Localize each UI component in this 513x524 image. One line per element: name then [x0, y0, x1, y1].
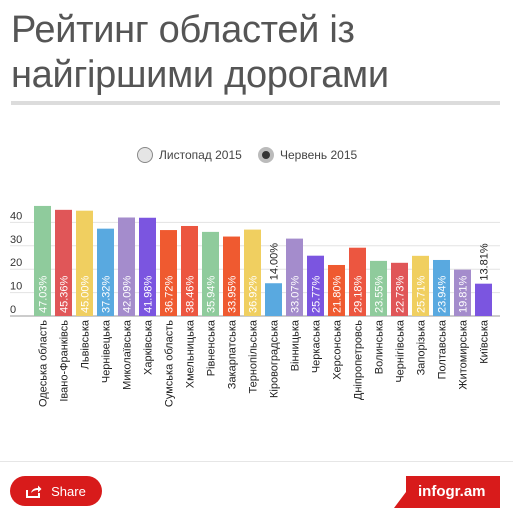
- x-tick-label: Чернігівська: [395, 319, 407, 383]
- x-tick-label: Дніпропетровсь: [353, 320, 365, 400]
- bar[interactable]: [34, 205, 51, 316]
- legend-label: Листопад 2015: [159, 148, 242, 162]
- x-tick-label: Волинська: [374, 319, 386, 374]
- bar-value-label: 13.81%: [479, 243, 491, 281]
- x-tick-label: Вінницька: [290, 319, 302, 371]
- bar-value-label: 41.98%: [143, 275, 155, 313]
- legend-swatch: [137, 147, 153, 163]
- bar-value-label: 38.46%: [185, 275, 197, 313]
- x-tick-label: Львівська: [80, 319, 92, 369]
- brand-label[interactable]: infogr.am: [418, 483, 486, 500]
- bar-value-label: 47.03%: [38, 275, 50, 313]
- bar[interactable]: [139, 217, 156, 316]
- x-tick-label: Полтавська: [437, 319, 449, 379]
- x-tick-label: Рівненська: [206, 319, 218, 376]
- bar-value-label: 14.00%: [269, 243, 281, 281]
- x-tick-label: Херсонська: [332, 319, 344, 380]
- legend-item[interactable]: Листопад 2015: [137, 144, 242, 166]
- bar-value-label: 37.32%: [101, 275, 113, 313]
- x-tick-label: Житомирська: [458, 319, 470, 389]
- legend-item[interactable]: Червень 2015: [258, 144, 357, 166]
- y-tick-label: 0: [10, 304, 16, 316]
- share-button[interactable]: Share: [10, 476, 102, 506]
- bar[interactable]: [223, 236, 240, 316]
- x-tick-label: Івано-Франківсь: [59, 320, 71, 402]
- y-tick-label: 20: [10, 257, 22, 269]
- x-tick-label: Чернівецька: [101, 319, 113, 383]
- bar-value-label: 45.36%: [59, 275, 71, 313]
- x-tick-label: Черкаська: [311, 319, 323, 373]
- bar[interactable]: [454, 269, 471, 316]
- bar-value-label: 25.77%: [311, 275, 323, 313]
- bar-value-label: 36.92%: [248, 275, 260, 313]
- bar-value-label: 19.81%: [458, 275, 470, 313]
- x-tick-label: Сумська область: [164, 320, 176, 407]
- infogram-logo[interactable]: [394, 476, 500, 508]
- bar-value-label: 45.00%: [80, 275, 92, 313]
- share-label: Share: [51, 483, 86, 499]
- share-icon: [26, 485, 42, 498]
- x-tick-label: Харківська: [143, 319, 155, 375]
- bar-value-label: 33.95%: [227, 275, 239, 313]
- y-tick-label: 40: [10, 210, 22, 222]
- bar-value-label: 35.94%: [206, 275, 218, 313]
- chart-title: Рейтинг областей із найгіршими дорогами: [11, 9, 389, 96]
- bar[interactable]: [475, 283, 492, 316]
- bar-value-label: 23.55%: [374, 275, 386, 313]
- y-tick-label: 30: [10, 234, 22, 246]
- bar-value-label: 21.80%: [332, 275, 344, 313]
- x-tick-label: Запорізька: [416, 319, 428, 375]
- bar-value-label: 29.18%: [353, 275, 365, 313]
- bar-value-label: 25.71%: [416, 275, 428, 313]
- bar[interactable]: [76, 210, 93, 316]
- x-tick-label: Кіровоградська: [269, 319, 281, 398]
- x-tick-label: Миколаївська: [122, 319, 134, 390]
- bar-value-label: 22.73%: [395, 275, 407, 313]
- x-tick-label: Одеська область: [38, 320, 50, 407]
- bar-chart: 0 10 20 30 40 47.03% Одеська область 45.36% Іван…: [10, 205, 500, 407]
- title-divider: [11, 101, 500, 105]
- bar[interactable]: [391, 262, 408, 316]
- bar[interactable]: [328, 264, 345, 316]
- bar-value-label: 36.72%: [164, 275, 176, 313]
- bar[interactable]: [307, 255, 324, 316]
- bar-value-label: 42.09%: [122, 275, 134, 313]
- legend-label: Червень 2015: [280, 148, 358, 162]
- bar[interactable]: [244, 229, 261, 316]
- bar[interactable]: [118, 217, 135, 316]
- bar[interactable]: [160, 230, 177, 316]
- x-tick-label: Закарпатська: [227, 319, 239, 389]
- bar[interactable]: [97, 228, 114, 316]
- bar[interactable]: [349, 247, 366, 316]
- footer-divider: [0, 461, 513, 462]
- bar[interactable]: [286, 238, 303, 316]
- bar[interactable]: [412, 255, 429, 316]
- x-tick-label: Тернопільська: [248, 319, 260, 393]
- bar[interactable]: [433, 259, 450, 316]
- x-tick-label: Київська: [479, 319, 491, 364]
- bar[interactable]: [181, 225, 198, 316]
- x-tick-label: Хмельницька: [185, 319, 197, 388]
- chart-legend: Листопад 2015 Червень 2015: [0, 144, 513, 166]
- bar[interactable]: [265, 283, 282, 316]
- bar-value-label: 23.94%: [437, 275, 449, 313]
- y-tick-label: 10: [10, 281, 22, 293]
- bar[interactable]: [370, 260, 387, 316]
- bar[interactable]: [202, 231, 219, 316]
- bar-value-label: 33.07%: [290, 275, 302, 313]
- bar[interactable]: [55, 209, 72, 316]
- legend-swatch: [258, 147, 274, 163]
